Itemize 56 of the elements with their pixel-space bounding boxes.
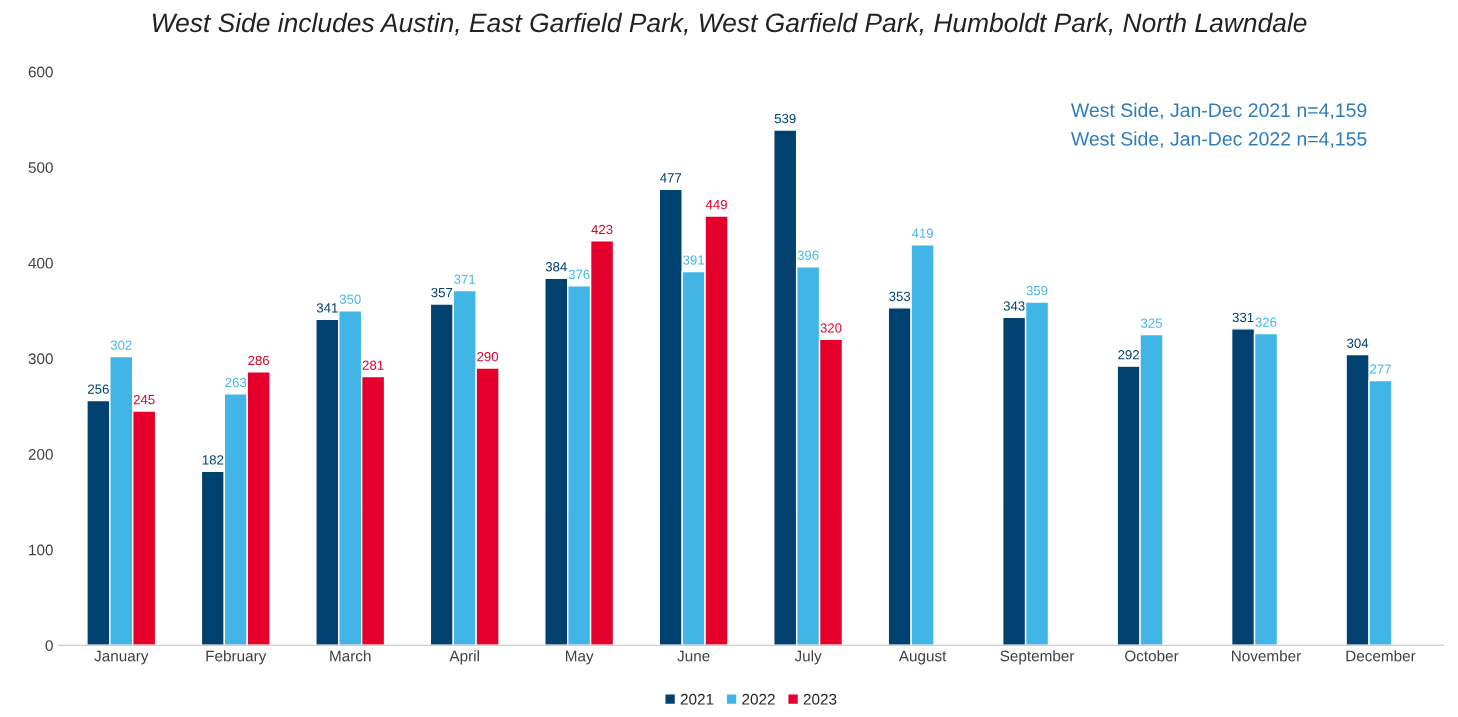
data-label: 304: [1347, 338, 1369, 348]
y-tick-label: 300: [28, 353, 53, 365]
legend-label: 2023: [803, 693, 837, 705]
y-tick-label: 400: [28, 257, 53, 269]
data-label: 263: [225, 377, 247, 388]
y-tick-label: 500: [28, 162, 53, 173]
legend-label: 2021: [680, 693, 714, 705]
data-label: 290: [477, 351, 499, 362]
y-tick-label: 100: [29, 544, 53, 556]
data-label: 371: [454, 274, 476, 284]
y-tick-label: 0: [45, 640, 53, 651]
x-tick-label: March: [330, 650, 371, 662]
data-label: 341: [316, 303, 338, 313]
data-label: 384: [545, 262, 567, 272]
data-label: 277: [1370, 364, 1391, 374]
x-tick-label: January: [94, 650, 149, 665]
data-label: 353: [889, 291, 911, 302]
data-label: 281: [362, 360, 384, 370]
data-label: 256: [88, 384, 109, 394]
data-label: 292: [1118, 350, 1139, 360]
data-label: 286: [248, 355, 270, 366]
data-label: 449: [705, 199, 727, 210]
data-label: 350: [339, 294, 361, 304]
data-label: 539: [774, 113, 796, 124]
annotation: West Side, Jan-Dec 2022 n=4,155: [1070, 131, 1367, 149]
data-label: 343: [1003, 301, 1025, 311]
data-label: 357: [431, 287, 453, 298]
data-label: 245: [133, 394, 155, 405]
x-tick-label: September: [1000, 650, 1075, 665]
x-tick-label: April: [449, 650, 479, 665]
annotation: West Side, Jan-Dec 2021 n=4,159: [1070, 102, 1367, 120]
data-label: 423: [591, 224, 613, 235]
data-label: 376: [568, 269, 590, 280]
data-label: 396: [797, 250, 819, 260]
data-label: 326: [1255, 317, 1277, 327]
data-label: 325: [1141, 318, 1162, 328]
data-label: 359: [1026, 285, 1048, 296]
data-label: 331: [1232, 312, 1254, 323]
data-label: 477: [660, 173, 682, 183]
x-tick-label: July: [794, 650, 822, 665]
x-tick-label: August: [898, 650, 947, 665]
x-tick-label: June: [677, 650, 710, 662]
x-tick-label: December: [1346, 650, 1416, 662]
x-tick-label: November: [1232, 650, 1301, 662]
x-tick-label: February: [206, 650, 267, 665]
y-tick-label: 200: [28, 448, 53, 460]
data-label: 302: [110, 340, 132, 350]
x-tick-label: October: [1125, 650, 1179, 662]
chart-title: West Side includes Austin, East Garfield Park, West Garfield Park, Humboldt Park, North Lawndale: [152, 12, 1307, 36]
data-label: 419: [911, 228, 933, 238]
x-tick-label: May: [565, 650, 594, 665]
data-label: 182: [202, 455, 224, 465]
data-label: 320: [820, 323, 842, 333]
legend-label: 2022: [742, 693, 775, 705]
data-label: 391: [683, 255, 704, 265]
y-tick-label: 600: [28, 66, 53, 78]
